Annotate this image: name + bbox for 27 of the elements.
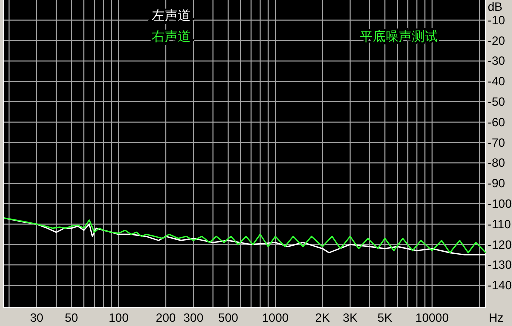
y-tick-label: -30 — [488, 54, 506, 68]
y-tick-label: -50 — [488, 94, 506, 109]
y-tick-label: -10 — [488, 13, 506, 28]
y-tick-label: -80 — [488, 156, 506, 170]
x-tick-label: 300 — [184, 311, 204, 325]
x-axis-title: Hz — [489, 311, 504, 325]
y-tick-label: -100 — [488, 196, 512, 211]
y-tick-label: -110 — [488, 217, 512, 232]
x-tick-label: 3K — [343, 311, 358, 325]
y-tick-label: -130 — [488, 258, 512, 272]
x-tick-label: 1000 — [262, 311, 290, 325]
x-tick-label: 2K — [315, 311, 330, 325]
x-tick-label: 30 — [30, 311, 44, 325]
x-tick-label: 5K — [378, 311, 392, 325]
x-tick-label: 100 — [108, 311, 130, 325]
y-tick-label: -20 — [488, 34, 506, 48]
y-tick-label: -90 — [488, 176, 506, 191]
y-tick-label: -140 — [488, 278, 512, 293]
x-tick-label: 500 — [218, 311, 239, 325]
y-tick-label: -70 — [488, 136, 506, 150]
x-tick-label: 10000 — [416, 311, 450, 325]
x-tick-label: 50 — [65, 311, 79, 325]
y-tick-label: -120 — [488, 238, 512, 252]
y-axis-title: dB — [488, 0, 503, 14]
y-tick-label: -60 — [488, 115, 506, 130]
x-tick-label: 200 — [156, 311, 176, 325]
y-tick-label: -40 — [488, 74, 506, 89]
